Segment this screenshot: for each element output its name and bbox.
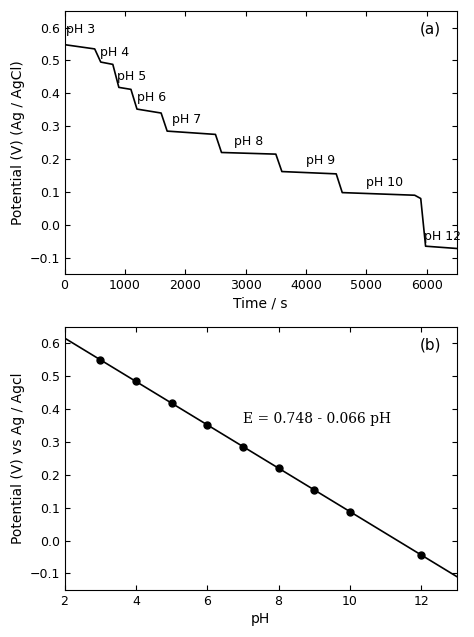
X-axis label: Time / s: Time / s — [234, 296, 288, 310]
Text: (a): (a) — [420, 22, 441, 37]
Text: pH 3: pH 3 — [66, 23, 95, 36]
Text: pH 12: pH 12 — [424, 230, 461, 243]
Y-axis label: Potential (V) vs Ag / Agcl: Potential (V) vs Ag / Agcl — [11, 373, 25, 544]
Text: pH 6: pH 6 — [137, 91, 166, 104]
Text: pH 8: pH 8 — [234, 135, 263, 148]
X-axis label: pH: pH — [251, 612, 270, 626]
Text: (b): (b) — [420, 338, 441, 352]
Text: pH 5: pH 5 — [117, 70, 146, 83]
Text: pH 4: pH 4 — [100, 46, 128, 59]
Y-axis label: Potential (V) (Ag / AgCl): Potential (V) (Ag / AgCl) — [11, 61, 25, 225]
Text: pH 10: pH 10 — [366, 176, 403, 189]
Text: pH 9: pH 9 — [306, 154, 335, 168]
Text: pH 7: pH 7 — [172, 113, 201, 126]
Text: E = 0.748 - 0.066 pH: E = 0.748 - 0.066 pH — [243, 412, 391, 426]
